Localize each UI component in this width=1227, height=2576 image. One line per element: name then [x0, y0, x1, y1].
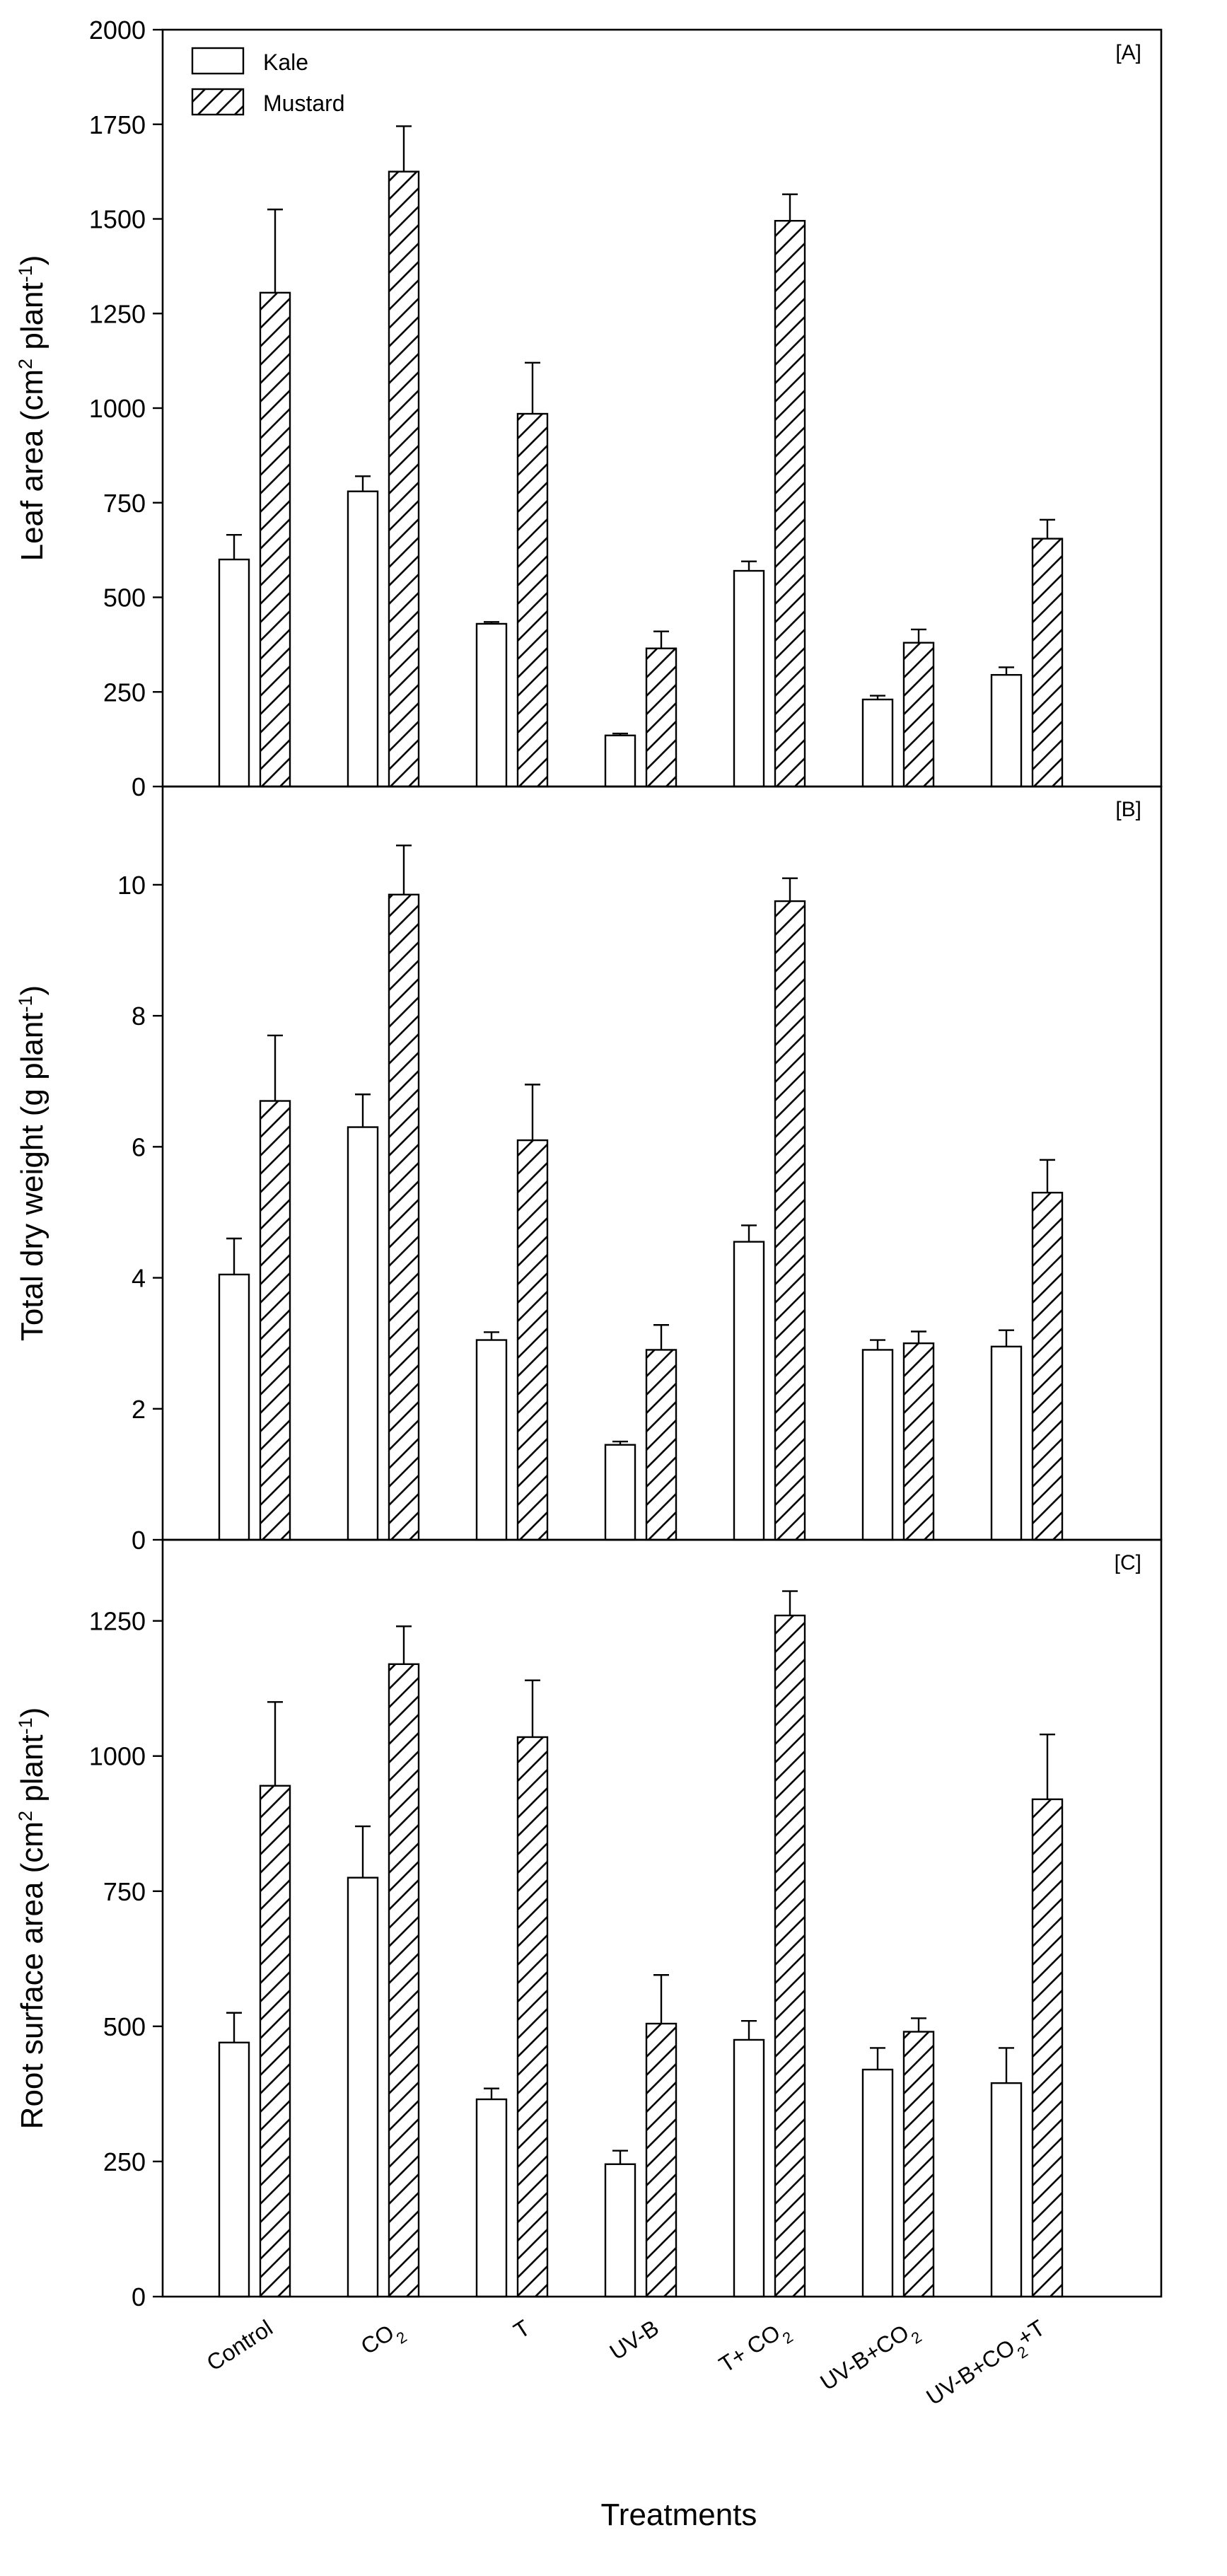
x-axis-title: Treatments [601, 2497, 757, 2532]
y-tick-label: 500 [103, 2012, 146, 2041]
y-tick-label: 2000 [89, 16, 146, 45]
bar-kale-t [475, 622, 508, 788]
bar-mustard-uvb-co2 [902, 1342, 935, 1541]
y-axis-title: Total dry weight (g plant-1) [15, 985, 50, 1341]
y-axis-title: Leaf area (cm2 plant-1) [15, 255, 50, 562]
y-tick-label: 1500 [89, 205, 146, 234]
plot-frame [161, 1538, 1163, 2298]
y-axis: 0 250 500 750 1000 1250 [89, 1607, 163, 2311]
bar-kale-co2 [347, 490, 379, 788]
category-label-t: T [509, 2315, 535, 2344]
bar-mustard-t [516, 412, 549, 788]
panel-label: [C] [1115, 1551, 1141, 1574]
y-tick-label: 2 [132, 1395, 146, 1424]
panel-b: 0 2 4 6 8 10 Total dry weight (g plant-1) [B] [15, 785, 1163, 1555]
bar-kale-uvb [604, 734, 636, 788]
bar-mustard-control [259, 1100, 291, 1541]
bar-mustard-uvb [645, 647, 678, 788]
bar-kale-t-co2 [733, 569, 765, 788]
bar-kale-t [475, 1339, 508, 1541]
bar-kale-t-co2 [733, 1241, 765, 1541]
bar-mustard-control [259, 1785, 291, 2298]
y-tick-label: 0 [132, 1526, 146, 1555]
bar-mustard-uvb [645, 2022, 678, 2298]
y-tick-label: 1250 [89, 299, 146, 328]
y-tick-label: 250 [103, 678, 146, 707]
y-tick-label: 1250 [89, 1607, 146, 1636]
bar-mustard-control [259, 291, 291, 788]
bar-mustard-uvb-co2 [902, 642, 935, 788]
bar-kale-control [218, 2041, 250, 2298]
panel-c: 0 250 500 750 1000 1250 Root surface area (cm2… [15, 1538, 1163, 2311]
panel-a: 0 250 500 750 1000 1250 1500 1750 2000 Leaf area … [15, 16, 1163, 801]
y-axis-title: Root surface area (cm2 plant-1) [15, 1707, 50, 2130]
y-tick-label: 500 [103, 584, 146, 613]
y-tick-label: 1750 [89, 110, 146, 139]
y-tick-label: 750 [103, 1877, 146, 1906]
bar-mustard-t [516, 1139, 549, 1541]
bar-kale-uvb [604, 1444, 636, 1541]
bar-kale-co2 [347, 1876, 379, 2298]
legend-swatch-mustard [191, 88, 245, 116]
y-tick-label: 6 [132, 1132, 146, 1161]
category-label-uvb-co2: UV-B+CO2 [815, 2315, 924, 2402]
bar-mustard-uvb-co2-t [1031, 538, 1064, 788]
bar-kale-uvb-co2 [861, 698, 894, 788]
panel-label: [A] [1115, 41, 1141, 64]
bar-mustard-uvb-co2 [902, 2031, 935, 2298]
bar-mustard-t-co2 [774, 219, 806, 788]
bar-kale-t [475, 2098, 508, 2298]
category-label-uvb: UV-B [605, 2315, 663, 2365]
bar-mustard-t [516, 1736, 549, 2298]
bar-mustard-t-co2 [774, 900, 806, 1541]
legend-swatch-kale [191, 47, 245, 75]
bar-groups [218, 845, 1064, 1541]
bar-groups [218, 125, 1064, 788]
category-label-control: Control [202, 2315, 277, 2376]
bar-groups [218, 1590, 1064, 2298]
panel-label: [B] [1115, 798, 1141, 821]
y-tick-label: 10 [117, 871, 146, 900]
y-tick-label: 4 [132, 1264, 146, 1293]
bar-mustard-co2 [388, 1663, 420, 2298]
bar-kale-uvb-co2-t [990, 2082, 1023, 2298]
bar-mustard-co2 [388, 170, 420, 788]
category-label-t-co2: T+ CO2 [714, 2315, 796, 2384]
legend-label-mustard: Mustard [263, 91, 345, 116]
bar-kale-uvb [604, 2163, 636, 2298]
legend-label-kale: Kale [263, 50, 308, 75]
y-tick-label: 1000 [89, 1742, 146, 1771]
bar-kale-uvb-co2 [861, 1349, 894, 1541]
bar-kale-uvb-co2 [861, 2068, 894, 2298]
bar-mustard-t-co2 [774, 1614, 806, 2298]
bar-kale-control [218, 1273, 250, 1541]
y-tick-label: 8 [132, 1002, 146, 1031]
y-tick-label: 1000 [89, 394, 146, 423]
bar-kale-co2 [347, 1126, 379, 1541]
bar-mustard-co2 [388, 893, 420, 1541]
bar-mustard-uvb-co2-t [1031, 1798, 1064, 2298]
bar-kale-t-co2 [733, 2038, 765, 2298]
category-label-co2: CO2 [356, 2315, 410, 2366]
bar-kale-uvb-co2-t [990, 673, 1023, 788]
y-tick-label: 250 [103, 2147, 146, 2176]
bar-kale-uvb-co2-t [990, 1345, 1023, 1541]
y-tick-label: 0 [132, 2282, 146, 2311]
y-tick-label: 0 [132, 772, 146, 801]
y-axis: 0 2 4 6 8 10 [117, 871, 163, 1555]
category-label-uvb-co2-t: UV-B+CO2+T [921, 2315, 1053, 2416]
bar-mustard-uvb [645, 1349, 678, 1541]
y-tick-label: 750 [103, 489, 146, 518]
bar-kale-control [218, 558, 250, 788]
bar-mustard-uvb-co2-t [1031, 1191, 1064, 1541]
legend: Kale Mustard [191, 47, 345, 116]
y-axis: 0 250 500 750 1000 1250 1500 1750 2000 [89, 16, 163, 801]
